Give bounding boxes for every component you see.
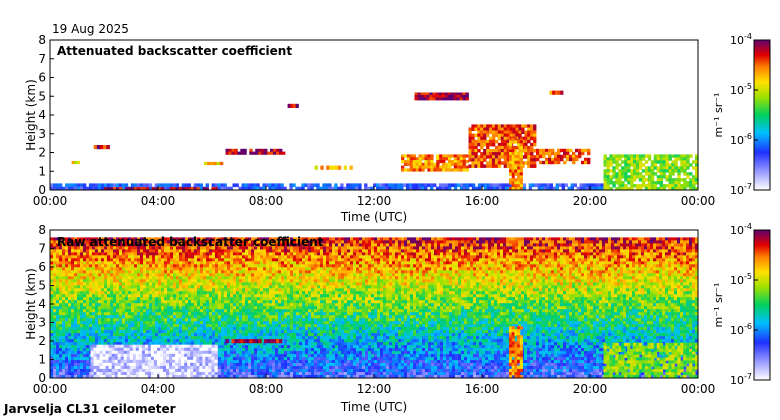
- x-tick-label: 20:00: [573, 194, 608, 208]
- x-tick-label: 20:00: [573, 382, 608, 396]
- backscatter-layer: [50, 90, 699, 191]
- y-tick-label: 8: [38, 33, 46, 47]
- colorbar-gradient: [753, 39, 771, 191]
- colorbar-unit: m⁻¹ sr⁻¹: [712, 93, 725, 138]
- feature-rain: [603, 154, 699, 191]
- station-label: Jarvselja CL31 ceilometer: [3, 402, 176, 416]
- x-tick-label: 00:00: [681, 382, 716, 396]
- feature-cloud: [225, 148, 286, 155]
- x-tick-label: 04:00: [141, 382, 176, 396]
- x-tick-label: 04:00: [141, 194, 176, 208]
- feature-precipitation: [509, 137, 523, 191]
- y-tick-label: 2: [38, 146, 46, 160]
- x-axis-label: Time (UTC): [340, 210, 407, 224]
- y-tick-label: 5: [38, 279, 46, 293]
- feature-cloud: [93, 145, 110, 150]
- x-tick-label: 12:00: [357, 382, 392, 396]
- y-axis-label: Height (km): [24, 79, 38, 150]
- y-tick-label: 4: [38, 108, 46, 122]
- colorbar-ticks: 10-4 10-5 10-6 10-7: [730, 32, 758, 197]
- y-tick-label: 5: [38, 89, 46, 103]
- colorbar-bottom: 10-4 10-5 10-6 10-7 m⁻¹ sr⁻¹: [712, 222, 771, 387]
- plot-background: [50, 40, 698, 190]
- colorbar-tick-label: 10-4: [730, 222, 752, 237]
- colorbar-tick-label: 10-7: [730, 372, 752, 387]
- feature-cirrus: [549, 90, 564, 95]
- feature-cloud: [203, 161, 224, 166]
- y-tick-label: 7: [38, 242, 46, 256]
- backscatter-layer: [50, 237, 699, 379]
- raw-backscatter-panel: Raw attenuated backscatter coefficient 0…: [24, 223, 715, 414]
- colorbar-gradient: [753, 229, 771, 381]
- x-tick-label: 16:00: [465, 382, 500, 396]
- y-tick-label: 1: [38, 164, 46, 178]
- attenuated-backscatter-panel: Attenuated backscatter coefficient 00:00…: [24, 33, 715, 224]
- feature-cloud: [225, 339, 283, 344]
- colorbar-ticks: 10-4 10-5 10-6 10-7: [730, 222, 758, 387]
- feature-cloud: [71, 160, 81, 165]
- feature-cloud: [536, 148, 591, 165]
- y-tick-label: 6: [38, 260, 46, 274]
- axis-ticks: 00:00 04:00 08:00 12:00 16:00 20:00 00:0001234…: [33, 223, 716, 396]
- feature-cirrus: [414, 92, 469, 101]
- date-label: 19 Aug 2025: [52, 22, 129, 36]
- y-axis-label: Height (km): [24, 268, 38, 339]
- feature-cloud: [401, 154, 469, 172]
- x-tick-label: 00:00: [33, 382, 68, 396]
- x-tick-label: 08:00: [249, 382, 284, 396]
- colorbar-tick-label: 10-7: [730, 182, 752, 197]
- feature-cloud: [468, 124, 537, 168]
- y-tick-label: 4: [38, 297, 46, 311]
- x-tick-label: 00:00: [33, 194, 68, 208]
- y-tick-label: 8: [38, 223, 46, 237]
- colorbar-tick-label: 10-6: [730, 322, 752, 337]
- panel-title: Attenuated backscatter coefficient: [57, 44, 292, 58]
- y-tick-label: 0: [38, 371, 46, 385]
- x-tick-label: 16:00: [465, 194, 500, 208]
- feature-cirrus: [287, 103, 299, 108]
- axis-ticks: 00:00 04:00 08:00 12:00 16:00 20:00 00:0001234…: [33, 33, 716, 208]
- x-tick-label: 08:00: [249, 194, 284, 208]
- feature-fog-low-cloud: [104, 187, 218, 190]
- x-axis-label: Time (UTC): [340, 400, 407, 414]
- x-tick-label: 00:00: [681, 194, 716, 208]
- y-tick-label: 1: [38, 353, 46, 367]
- y-tick-label: 7: [38, 52, 46, 66]
- feature-saturated-region: [90, 344, 218, 379]
- colorbar-unit: m⁻¹ sr⁻¹: [712, 283, 725, 328]
- y-tick-label: 3: [38, 127, 46, 141]
- feature-cloud: [314, 165, 353, 170]
- colorbar-tick-label: 10-5: [730, 82, 752, 97]
- y-tick-label: 6: [38, 71, 46, 85]
- panel-title: Raw attenuated backscatter coefficient: [57, 235, 324, 249]
- colorbar-tick-label: 10-4: [730, 32, 752, 47]
- x-tick-label: 12:00: [357, 194, 392, 208]
- colorbar-top: 10-4 10-5 10-6 10-7 m⁻¹ sr⁻¹: [712, 32, 771, 197]
- colorbar-tick-label: 10-5: [730, 272, 752, 287]
- feature-precipitation: [509, 326, 523, 379]
- colorbar-tick-label: 10-6: [730, 132, 752, 147]
- y-tick-label: 3: [38, 316, 46, 330]
- y-tick-label: 2: [38, 334, 46, 348]
- y-tick-label: 0: [38, 183, 46, 197]
- feature-rain: [603, 342, 699, 379]
